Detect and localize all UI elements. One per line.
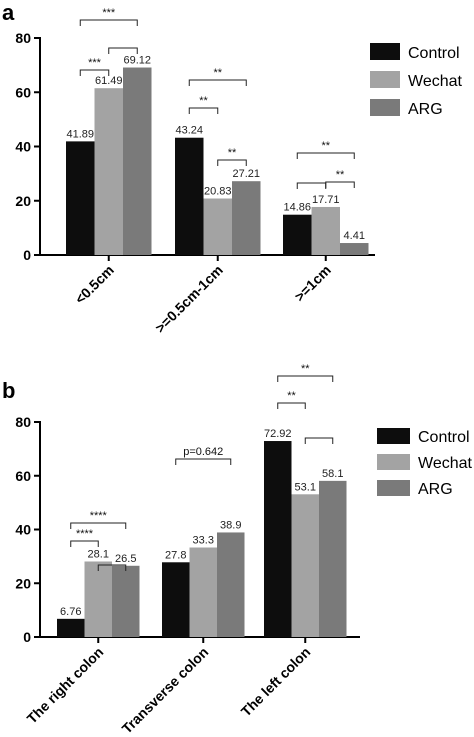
data-label: 61.49 bbox=[95, 75, 123, 87]
data-label: 43.24 bbox=[175, 125, 203, 137]
category-label: The right colon bbox=[24, 644, 107, 727]
significance-bracket bbox=[188, 107, 219, 114]
data-label: 27.21 bbox=[232, 168, 260, 180]
significance-label: ** bbox=[321, 140, 330, 152]
y-tick-label: 0 bbox=[23, 629, 31, 645]
legend-label-control: Control bbox=[418, 429, 470, 446]
significance-bracket bbox=[277, 402, 306, 409]
panel-label: a bbox=[2, 0, 15, 25]
bar-control-the-right-colon bbox=[57, 618, 85, 637]
bar-control-0-5cm-1cm bbox=[175, 137, 204, 255]
significance-bracket bbox=[304, 437, 334, 444]
bar-control-1cm bbox=[283, 214, 312, 255]
data-label: 72.92 bbox=[264, 428, 292, 440]
significance-label: ** bbox=[228, 147, 237, 159]
bar-arg-the-left-colon bbox=[319, 480, 347, 637]
data-label: 6.76 bbox=[60, 606, 81, 618]
significance-label: ** bbox=[336, 169, 345, 181]
significance-label: *** bbox=[88, 57, 102, 69]
data-label: 4.41 bbox=[344, 230, 365, 242]
y-tick-label: 0 bbox=[23, 247, 31, 263]
bar-wechat-1cm bbox=[311, 206, 340, 255]
bar-wechat-the-right-colon bbox=[84, 561, 112, 637]
y-tick-label: 40 bbox=[15, 522, 31, 538]
data-label: 17.71 bbox=[312, 194, 340, 206]
legend-label-control: Control bbox=[408, 45, 460, 62]
legend: Control Wechat ARG bbox=[370, 43, 463, 118]
y-tick-label: 80 bbox=[15, 30, 31, 46]
significance-bracket bbox=[108, 47, 138, 54]
y-tick-label: 60 bbox=[15, 468, 31, 484]
significance-bracket bbox=[79, 69, 110, 76]
significance-bracket bbox=[175, 458, 232, 465]
significance-bracket bbox=[70, 522, 127, 529]
bar-arg-0-5cm bbox=[123, 67, 152, 256]
y-tick-label: 40 bbox=[15, 139, 31, 155]
significance-label: *** bbox=[102, 7, 116, 19]
bar-control-transverse-colon bbox=[162, 562, 190, 637]
legend-swatch-control bbox=[370, 43, 400, 60]
category-label: >=0.5cm-1cm bbox=[152, 262, 226, 336]
y-tick-label: 20 bbox=[15, 575, 31, 591]
legend: Control Wechat ARG bbox=[377, 428, 473, 498]
legend-label-wechat: Wechat bbox=[418, 455, 473, 472]
panel-label: b bbox=[2, 378, 15, 403]
data-label: 20.83 bbox=[204, 185, 232, 197]
significance-bracket bbox=[188, 79, 247, 86]
bar-arg-the-right-colon bbox=[112, 565, 140, 637]
significance-bracket bbox=[296, 152, 355, 159]
y-tick-label: 60 bbox=[15, 84, 31, 100]
significance-bracket bbox=[70, 540, 99, 547]
y-tick-label: 20 bbox=[15, 193, 31, 209]
significance-bracket bbox=[217, 159, 247, 166]
data-label: 27.8 bbox=[165, 549, 186, 561]
significance-bracket bbox=[97, 564, 127, 571]
data-label: 14.86 bbox=[283, 202, 311, 214]
category-label: >=1cm bbox=[291, 262, 334, 305]
significance-label: p=0.642 bbox=[183, 446, 223, 458]
bar-arg-transverse-colon bbox=[217, 532, 245, 637]
legend-label-arg: ARG bbox=[408, 101, 443, 118]
significance-bracket bbox=[79, 19, 138, 26]
data-label: 58.1 bbox=[322, 468, 343, 480]
significance-label: **** bbox=[76, 528, 94, 540]
bar-control-the-left-colon bbox=[264, 441, 292, 637]
data-label: 41.89 bbox=[66, 128, 94, 140]
significance-label: **** bbox=[90, 510, 108, 522]
category-label: Transverse colon bbox=[119, 644, 212, 737]
bar-wechat-0-5cm bbox=[94, 88, 123, 255]
y-tick-label: 80 bbox=[15, 414, 31, 430]
legend-swatch-arg bbox=[370, 99, 400, 116]
bar-wechat-0-5cm-1cm bbox=[203, 198, 232, 255]
data-label: 28.1 bbox=[88, 548, 109, 560]
data-label: 53.1 bbox=[295, 481, 316, 493]
bar-arg-1cm bbox=[340, 243, 369, 255]
data-label: 69.12 bbox=[123, 55, 151, 67]
bar-control-0-5cm bbox=[66, 141, 95, 255]
data-label: 26.5 bbox=[115, 553, 136, 565]
significance-label: ** bbox=[199, 95, 208, 107]
legend-swatch-control bbox=[377, 428, 410, 444]
data-label: 38.9 bbox=[220, 519, 241, 531]
legend-swatch-wechat bbox=[377, 454, 410, 470]
category-label: <0.5cm bbox=[72, 262, 117, 307]
bar-arg-0-5cm-1cm bbox=[232, 181, 261, 255]
significance-label: ** bbox=[213, 67, 222, 79]
significance-label: ** bbox=[287, 390, 296, 402]
panel-b: b 0 20 40 60 80 6.76 28.1 26.5 The right colon 27.… bbox=[2, 363, 473, 737]
bar-wechat-transverse-colon bbox=[189, 547, 217, 637]
legend-swatch-wechat bbox=[370, 71, 400, 88]
legend-label-arg: ARG bbox=[418, 481, 453, 498]
significance-bracket bbox=[325, 181, 355, 188]
legend-label-wechat: Wechat bbox=[408, 73, 463, 90]
bar-wechat-the-left-colon bbox=[291, 494, 319, 637]
significance-label: ** bbox=[301, 363, 310, 375]
significance-bracket bbox=[277, 375, 334, 382]
data-label: 33.3 bbox=[193, 535, 214, 547]
category-label: The left colon bbox=[238, 644, 314, 720]
legend-swatch-arg bbox=[377, 480, 410, 496]
significance-bracket bbox=[296, 182, 327, 189]
